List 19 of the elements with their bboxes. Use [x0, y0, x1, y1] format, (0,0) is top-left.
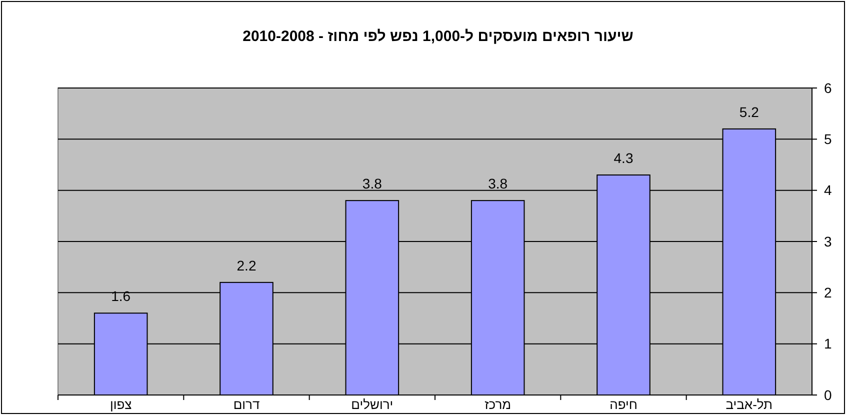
data-label: 2.2 [236, 257, 256, 274]
y-tick-label: 2 [824, 284, 832, 301]
x-tick-label: חיפה [610, 397, 638, 412]
chart-title: שיעור רופאים מועסקים ל-1,000 נפש לפי מחוז - 2010-2008 [242, 28, 634, 45]
y-tick-label: 1 [824, 336, 832, 352]
x-tick-label: מרכז [484, 397, 512, 412]
y-tick-label: 0 [824, 386, 832, 403]
y-tick-label: 4 [824, 182, 832, 198]
data-label: 5.2 [739, 104, 760, 120]
data-label: 3.8 [362, 176, 382, 192]
y-tick-label: 5 [824, 131, 832, 148]
data-label: 4.3 [614, 150, 634, 166]
data-label: 3.8 [488, 176, 508, 192]
x-tick-label: צפון [110, 397, 132, 412]
y-tick-label: 3 [824, 233, 832, 250]
y-tick-label: 6 [824, 80, 832, 96]
x-tick-label: ירושלים [351, 397, 394, 412]
x-tick-label: תל-אביב [726, 397, 773, 412]
x-tick-label: דרום [233, 397, 260, 412]
